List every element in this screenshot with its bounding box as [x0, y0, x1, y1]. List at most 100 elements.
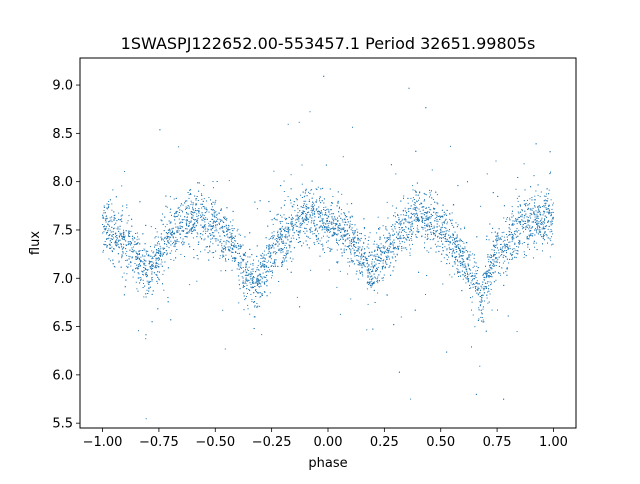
data-point [473, 254, 475, 256]
data-point [322, 221, 324, 223]
data-point [115, 236, 117, 238]
data-point [448, 244, 450, 246]
data-point [464, 228, 466, 229]
data-point [392, 257, 394, 259]
data-point [318, 242, 320, 244]
data-point [198, 215, 199, 217]
data-point [400, 221, 402, 223]
data-point [210, 238, 212, 240]
data-point [359, 273, 361, 274]
data-point [161, 261, 163, 263]
data-point [530, 209, 532, 211]
data-point [505, 250, 507, 252]
data-point [204, 221, 206, 223]
data-point [535, 222, 536, 223]
data-point [171, 228, 173, 230]
data-point [237, 264, 239, 266]
data-point [244, 299, 246, 301]
data-point [346, 203, 348, 205]
data-point [489, 272, 491, 273]
data-point [473, 275, 475, 277]
data-point [485, 272, 487, 274]
data-point [531, 197, 533, 198]
data-point [369, 282, 370, 284]
data-point [409, 244, 411, 246]
data-point [195, 225, 197, 227]
data-point [220, 209, 222, 211]
data-point [275, 253, 277, 255]
data-point [424, 227, 426, 229]
data-point [196, 213, 198, 215]
data-point [484, 282, 486, 284]
data-point [440, 231, 442, 233]
data-point [493, 281, 495, 283]
data-point [201, 215, 203, 217]
data-point [228, 180, 230, 182]
data-point [424, 225, 426, 227]
data-point [275, 259, 277, 261]
data-point [178, 218, 180, 220]
data-point [468, 274, 470, 276]
data-point [196, 232, 198, 234]
data-point [412, 243, 413, 245]
data-point [143, 263, 145, 265]
data-point [427, 223, 429, 225]
data-point [316, 224, 318, 226]
data-point [361, 254, 363, 256]
data-point [471, 301, 473, 303]
data-point [342, 237, 344, 239]
data-point [119, 232, 121, 234]
data-point [523, 203, 525, 205]
data-point [199, 210, 200, 212]
data-point [315, 209, 317, 211]
data-point [384, 237, 386, 239]
data-point [400, 316, 402, 318]
data-point [135, 281, 137, 283]
data-point [534, 246, 536, 248]
data-point [255, 289, 257, 291]
data-point [548, 225, 550, 227]
data-point [252, 264, 254, 266]
data-point [205, 217, 207, 219]
data-point [242, 286, 244, 288]
data-point [472, 266, 474, 268]
data-point [130, 250, 132, 252]
data-point [288, 232, 290, 234]
data-point [551, 244, 553, 246]
data-point [163, 289, 165, 291]
data-point [544, 231, 546, 233]
data-point [306, 230, 308, 232]
data-point [550, 214, 552, 216]
data-point [191, 202, 193, 204]
data-point [377, 247, 379, 249]
data-point [166, 223, 168, 225]
data-point [368, 264, 370, 266]
data-point [161, 259, 162, 261]
data-point [262, 272, 264, 274]
data-point [443, 231, 445, 233]
data-point [459, 249, 460, 251]
data-point [113, 265, 115, 267]
data-point [256, 269, 258, 271]
data-point [111, 226, 113, 228]
data-point [515, 218, 517, 220]
data-point [297, 212, 299, 213]
data-point [467, 280, 469, 282]
data-point [485, 273, 487, 275]
data-point [289, 247, 291, 249]
data-point [115, 222, 117, 224]
data-point [452, 235, 454, 237]
data-point [238, 279, 240, 281]
data-point [125, 248, 127, 250]
data-point [514, 249, 516, 251]
data-point [146, 272, 147, 274]
data-point [128, 243, 130, 245]
data-point [188, 231, 190, 233]
data-point [145, 269, 147, 271]
data-point [390, 243, 392, 245]
data-point [185, 232, 187, 234]
data-point [403, 197, 404, 199]
data-point [309, 111, 311, 113]
data-point [222, 221, 224, 223]
data-point [445, 254, 447, 256]
